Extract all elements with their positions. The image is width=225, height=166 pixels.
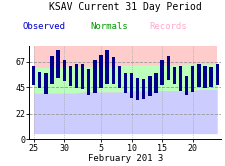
Bar [32, 66, 35, 85]
Bar [135, 78, 139, 100]
Bar [148, 76, 151, 96]
Bar [99, 55, 102, 88]
Bar [44, 73, 47, 94]
Bar [160, 60, 163, 85]
Bar [209, 67, 212, 87]
Bar [50, 56, 54, 84]
Bar [74, 64, 78, 88]
Bar [38, 72, 41, 88]
Bar [215, 64, 218, 85]
Text: Records: Records [148, 22, 186, 31]
Bar [142, 79, 145, 99]
Text: Normals: Normals [90, 22, 127, 31]
Bar [178, 66, 181, 91]
Text: KSAV Current 31 Day Period: KSAV Current 31 Day Period [49, 2, 201, 12]
Text: February 201 3: February 201 3 [88, 154, 162, 163]
Bar [62, 60, 66, 81]
Bar [68, 66, 72, 86]
Bar [190, 66, 194, 92]
Bar [111, 57, 114, 84]
Bar [196, 64, 200, 87]
Bar [123, 73, 126, 93]
Bar [56, 50, 60, 78]
Bar [105, 50, 108, 84]
Bar [154, 73, 157, 93]
Bar [166, 56, 169, 80]
Bar [202, 66, 206, 88]
Bar [184, 76, 187, 95]
Text: Observed: Observed [22, 22, 65, 31]
Bar [172, 67, 175, 84]
Bar [129, 73, 133, 98]
Bar [87, 69, 90, 95]
Bar [81, 64, 84, 89]
Bar [117, 66, 120, 88]
Bar [93, 60, 96, 93]
